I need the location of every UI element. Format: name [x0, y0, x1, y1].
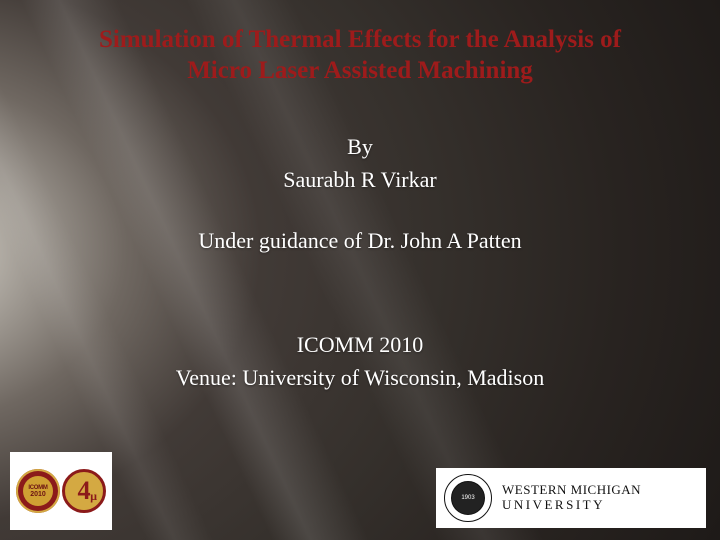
icomm-badge-year: 2010: [30, 491, 46, 498]
wmu-line-1: WESTERN MICHIGAN: [502, 483, 641, 498]
title-line-2: Micro Laser Assisted Machining: [40, 55, 680, 86]
advisor-line: Under guidance of Dr. John A Patten: [0, 228, 720, 254]
author-block: By Saurabh R Virkar: [0, 130, 720, 196]
venue-line: Venue: University of Wisconsin, Madison: [0, 361, 720, 394]
by-label: By: [0, 130, 720, 163]
micro-badge-icon: 4 µ: [62, 469, 106, 513]
wmu-line-2: UNIVERSITY: [502, 498, 641, 513]
advisor-block: Under guidance of Dr. John A Patten: [0, 228, 720, 254]
conference-name: ICOMM 2010: [0, 328, 720, 361]
micro-badge-digit: 4: [78, 476, 91, 506]
icomm-badge-icon: ICOMM 2010: [16, 469, 60, 513]
wmu-logo: 1903 WESTERN MICHIGAN UNIVERSITY: [436, 468, 706, 528]
conference-block: ICOMM 2010 Venue: University of Wisconsi…: [0, 328, 720, 394]
slide: Simulation of Thermal Effects for the An…: [0, 0, 720, 540]
micro-badge-mu: µ: [90, 489, 97, 504]
author-name: Saurabh R Virkar: [0, 163, 720, 196]
wmu-wordmark: WESTERN MICHIGAN UNIVERSITY: [502, 483, 641, 513]
title-line-1: Simulation of Thermal Effects for the An…: [40, 24, 680, 55]
icomm-logo: ICOMM 2010 4 µ: [10, 452, 112, 530]
wmu-seal-year: 1903: [451, 481, 485, 515]
icomm-badge-inner-icon: ICOMM 2010: [23, 476, 53, 506]
wmu-seal-icon: 1903: [444, 474, 492, 522]
slide-title: Simulation of Thermal Effects for the An…: [40, 24, 680, 87]
